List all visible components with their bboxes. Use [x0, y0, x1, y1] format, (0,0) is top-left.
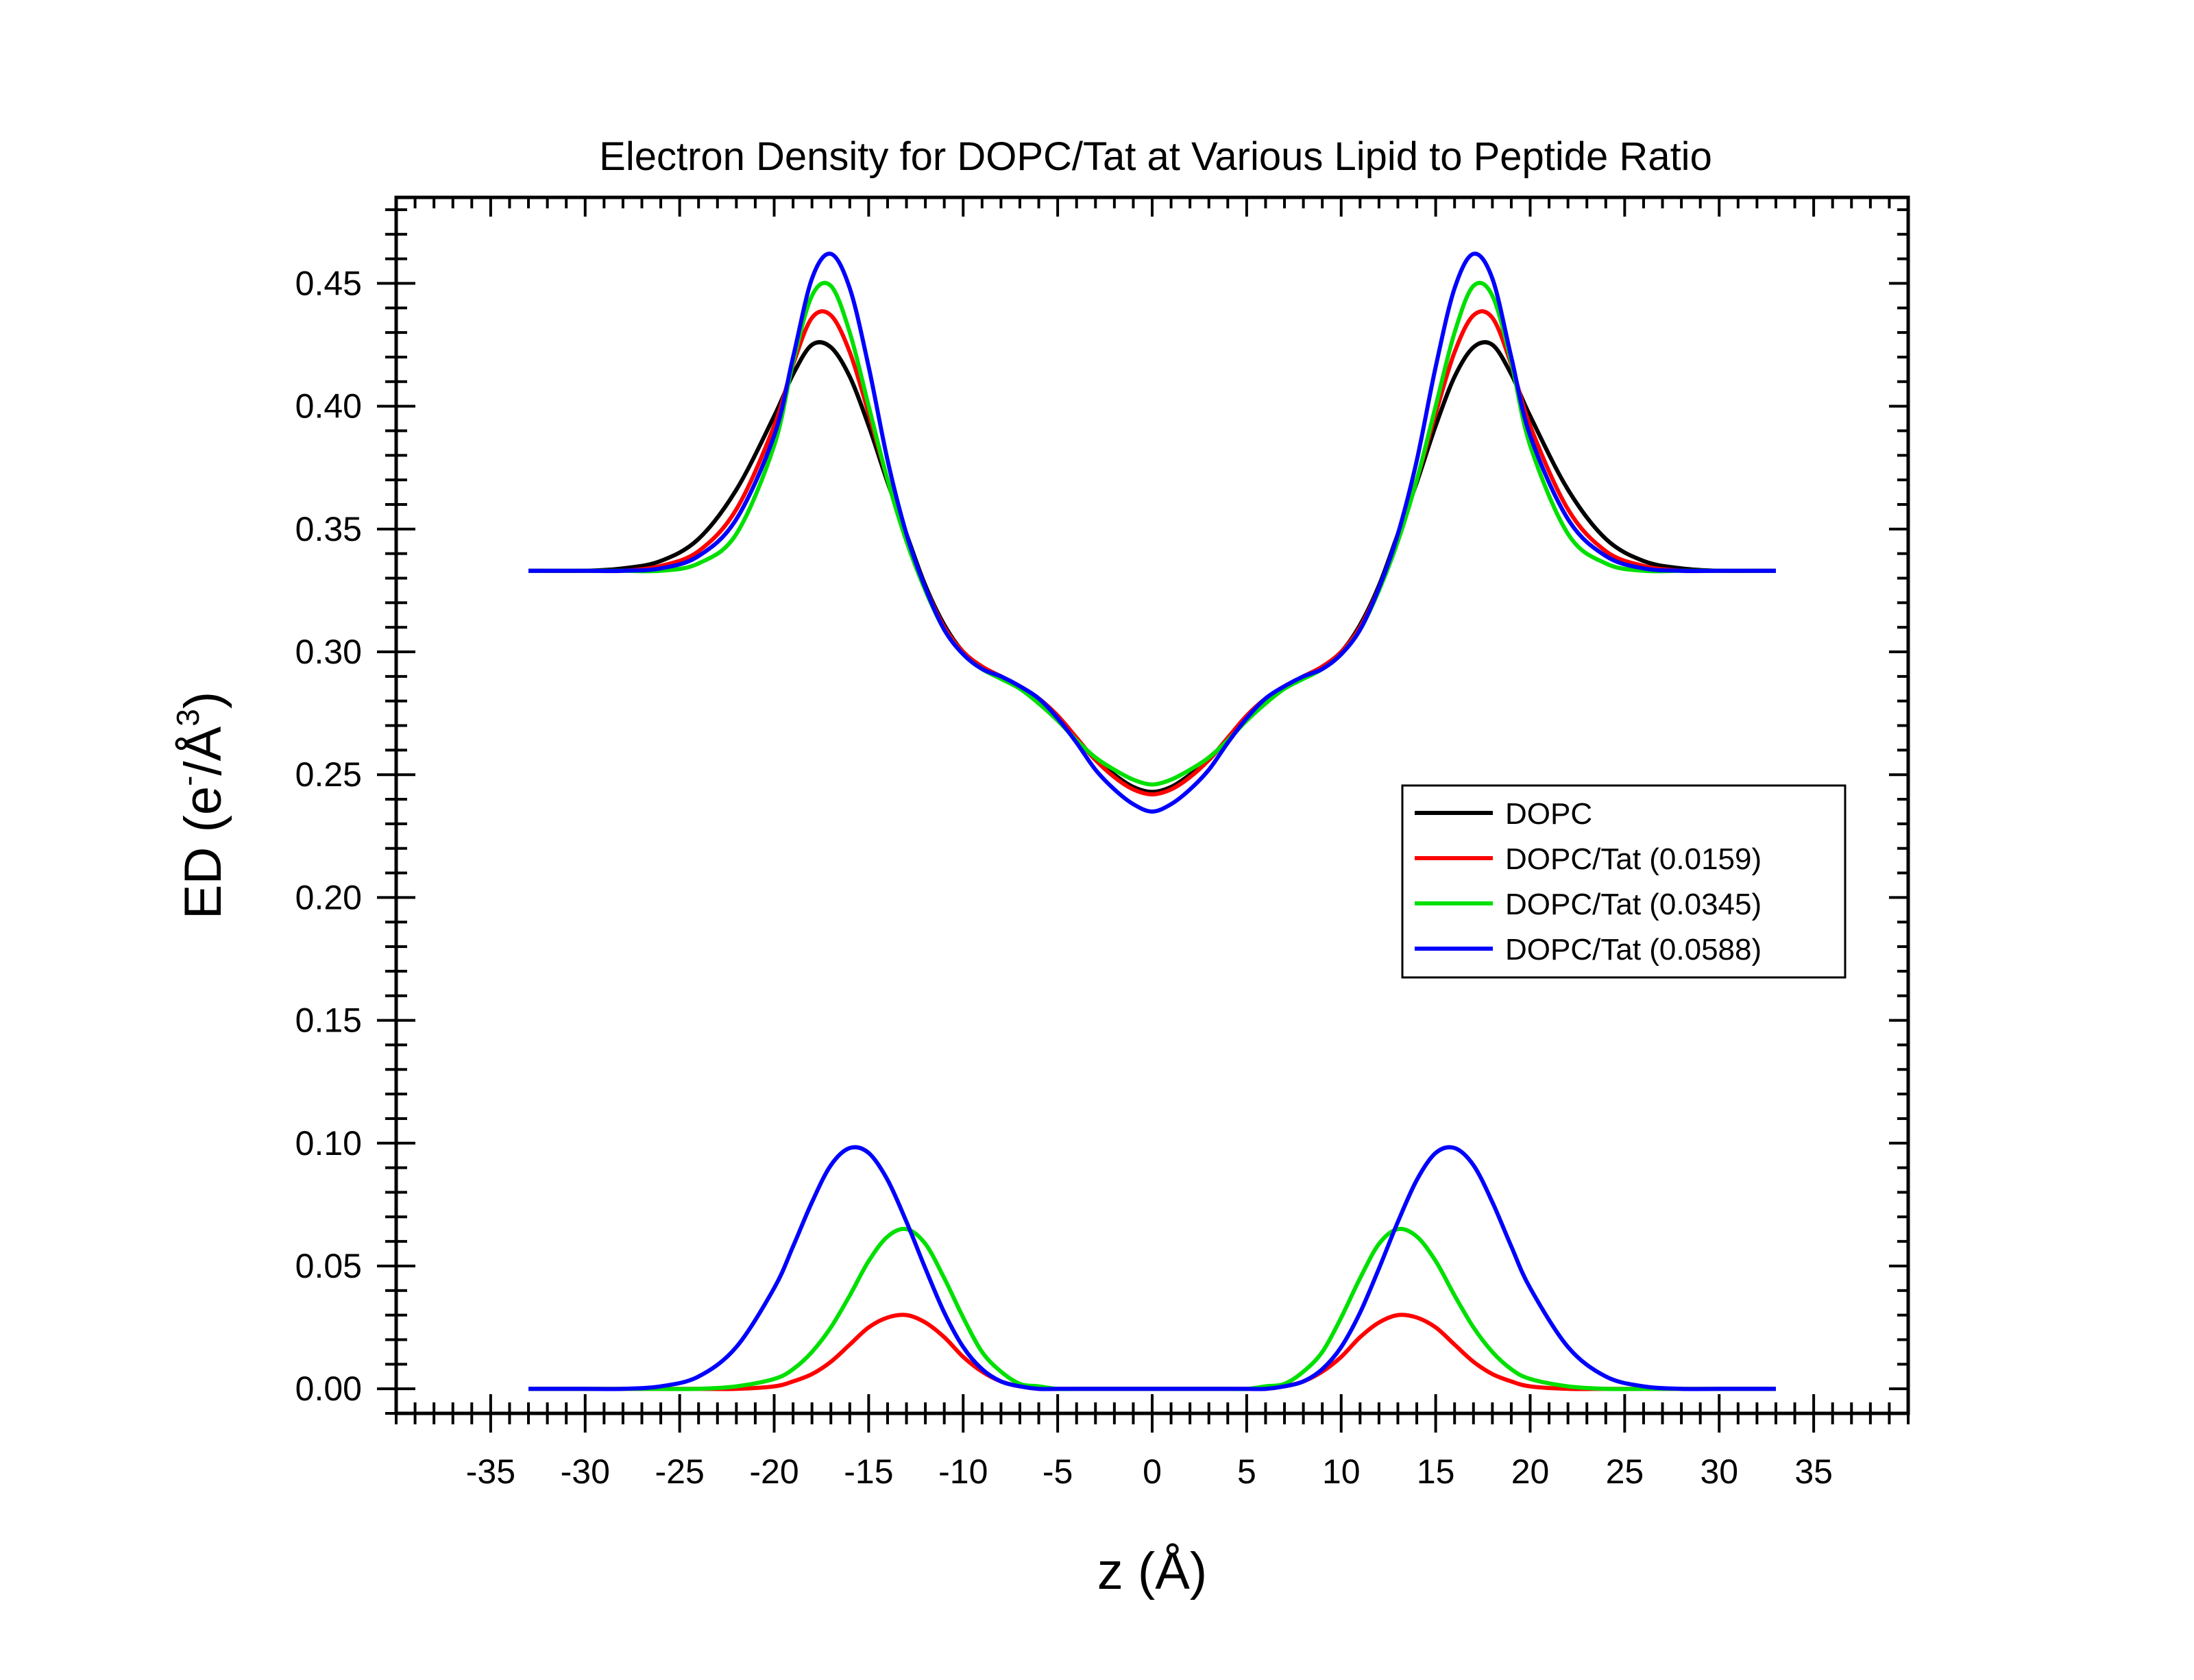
x-tick-label: -20: [749, 1452, 799, 1491]
x-tick-label: -30: [561, 1452, 610, 1491]
x-tick-label: -10: [938, 1452, 988, 1491]
y-axis-title-main: ED (e: [174, 786, 232, 919]
series-line-dopc-tat-0-0345-2: [528, 280, 1776, 787]
x-tick-label: 20: [1511, 1452, 1550, 1491]
series-line-curve-6: [528, 1145, 1776, 1391]
y-tick-label: 0.00: [295, 1369, 362, 1408]
y-tick-label: 0.25: [295, 755, 362, 794]
y-axis-title-end: ): [174, 692, 232, 709]
x-tick-label: 25: [1606, 1452, 1644, 1491]
y-tick-label: 0.45: [295, 264, 362, 302]
legend-label: DOPC/Tat (0.0588): [1505, 933, 1762, 966]
x-tick-label: -5: [1043, 1452, 1073, 1491]
x-tick-label: 10: [1322, 1452, 1361, 1491]
series-line-dopc-tat-0-0159-1: [528, 309, 1776, 796]
legend-box: [1401, 784, 1846, 979]
legend-item: DOPC/Tat (0.0159): [1415, 842, 1762, 876]
y-tick-label: 0.30: [295, 633, 362, 671]
chart-title: Electron Density for DOPC/Tat at Various…: [599, 134, 1712, 179]
y-axis-title-mid: /Å: [174, 726, 232, 775]
series-lines: [528, 252, 1777, 1391]
legend-label: DOPC/Tat (0.0345): [1505, 888, 1762, 921]
series-line-dopc-tat-0-0588-3: [528, 252, 1776, 814]
tick-marks: [377, 197, 1910, 1433]
legend-item: DOPC/Tat (0.0588): [1415, 933, 1762, 966]
y-axis-title-sup2: 3: [170, 709, 206, 727]
legend: DOPC DOPC/Tat (0.0159) DOPC/Tat (0.0345) DO…: [1401, 784, 1846, 979]
y-axis-title: ED (e-/Å3): [170, 692, 232, 919]
legend-item: DOPC/Tat (0.0345): [1415, 888, 1762, 921]
legend-label: DOPC: [1505, 797, 1592, 831]
legend-item: DOPC: [1415, 797, 1592, 831]
y-axis-title-sup1: -: [170, 776, 206, 786]
x-axis-title: z (Å): [1097, 1542, 1207, 1600]
y-tick-labels: 0.00 0.05 0.10 0.15 0.20 0.25 0.30 0.35 0.40 0.45: [295, 264, 362, 1408]
x-tick-label: -35: [466, 1452, 515, 1491]
x-tick-label: -15: [844, 1452, 893, 1491]
y-tick-label: 0.40: [295, 387, 362, 426]
x-tick-label: -25: [655, 1452, 704, 1491]
x-tick-label: 5: [1237, 1452, 1256, 1491]
x-tick-label: 15: [1417, 1452, 1455, 1491]
x-tick-label: 35: [1794, 1452, 1833, 1491]
x-tick-labels: -35 -30 -25 -20 -15 -10 -5 0 5 10 15 20 25 30 35: [466, 1452, 1833, 1491]
plot-frame: [394, 195, 1910, 1415]
series-line-dopc-0: [528, 340, 1777, 794]
legend-label: DOPC/Tat (0.0159): [1505, 842, 1762, 876]
y-tick-label: 0.05: [295, 1247, 362, 1285]
y-tick-label: 0.20: [295, 878, 362, 916]
y-tick-label: 0.10: [295, 1124, 362, 1162]
x-tick-label: 0: [1143, 1452, 1162, 1491]
x-tick-label: 30: [1700, 1452, 1738, 1491]
y-tick-label: 0.35: [295, 510, 362, 548]
y-tick-label: 0.15: [295, 1001, 362, 1040]
